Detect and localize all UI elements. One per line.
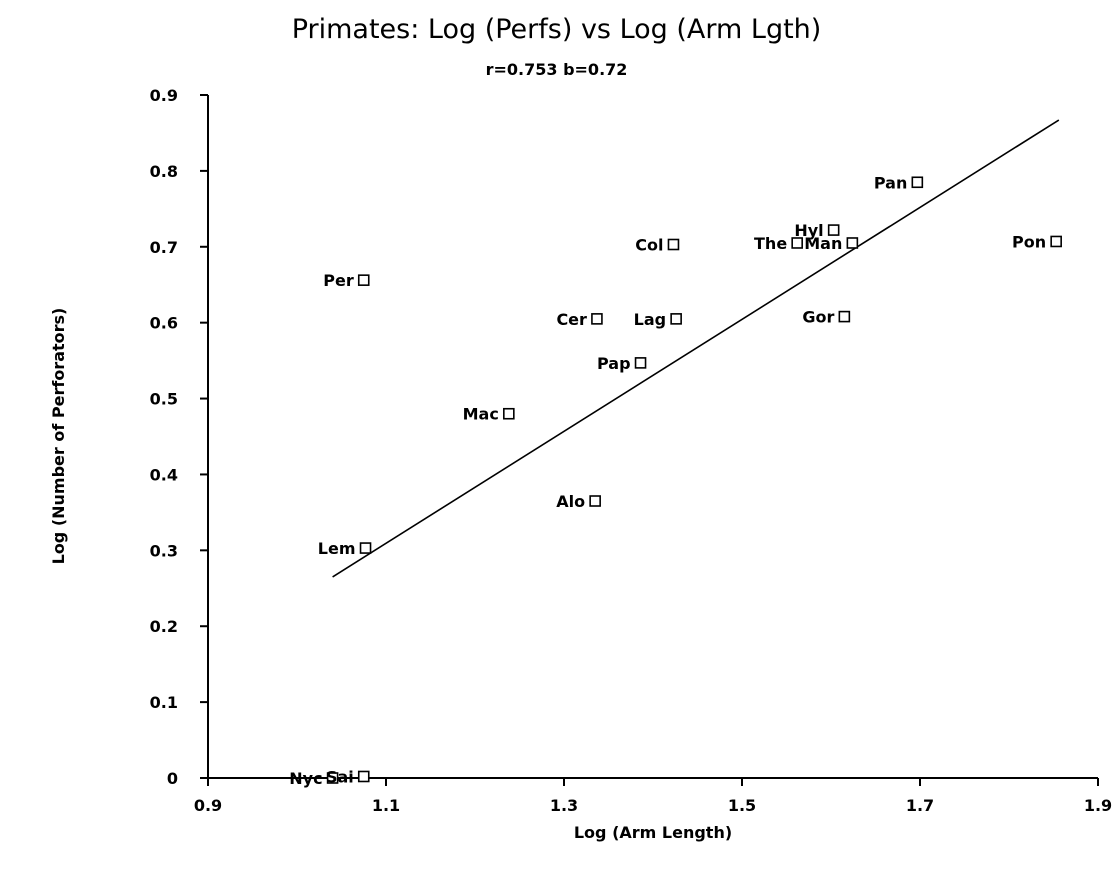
data-point-marker [326,772,339,784]
data-point-label: The [754,234,787,253]
data-point-label: Gor [802,308,834,327]
x-tick-label: 1.5 [728,796,756,815]
x-tick-label: 0.9 [194,796,222,815]
data-point-label: Lag [634,310,666,329]
data-point-marker [503,407,515,420]
data-point-marker [827,224,840,236]
data-point-marker [357,274,370,286]
y-tick-label: 0.5 [150,390,178,409]
x-tick-label: 1.9 [1084,796,1112,815]
axis-ticks: 0.9 1.1 1.3 1.5 1.7 1.9 0 0.1 0.2 0.3 0.4 0.5 0.6 0.7… [150,86,1113,815]
data-point-marker [357,770,370,783]
x-tick-label: 1.3 [550,796,578,815]
y-tick-label: 0.8 [150,162,178,181]
data-point-marker [670,313,682,325]
fit-line [332,119,1060,578]
data-point-label: Per [323,271,354,290]
data-point-marker [667,238,680,251]
data-point-marker [791,237,803,249]
data-point-label: Man [804,234,842,253]
x-tick-label: 1.7 [906,796,934,815]
y-tick-label: 0.6 [150,314,178,333]
data-point-marker [838,310,851,323]
data-point-label: Pan [874,173,907,192]
data-point-marker [911,176,924,189]
data-point-label: Nyc [289,769,322,788]
data-point-label: Col [635,236,663,255]
data-point-label: Lem [318,539,356,558]
data-point-marker [359,542,372,554]
data-point-label: Pon [1012,232,1046,251]
x-tick-label: 1.1 [372,796,400,815]
fit-line-group [332,119,1060,578]
data-point-marker [591,313,603,325]
y-tick-label: 0.7 [150,238,178,257]
y-tick-label: 0.9 [150,86,178,105]
data-point-marker [846,237,859,249]
y-tick-label: 0.3 [150,541,178,560]
data-point-label: Sai [326,767,354,786]
data-point-marker [634,357,647,369]
chart-subtitle: r=0.753 b=0.72 [485,60,628,79]
y-tick-label: 0 [167,769,178,788]
data-point-marker [1050,235,1062,248]
x-axis-label: Log (Arm Length) [574,823,732,842]
data-point-label: Cer [556,310,587,329]
data-point-label: Hyl [794,221,823,240]
y-tick-label: 0.1 [150,693,178,712]
y-tick-label: 0.4 [150,465,178,484]
data-point-label: Pap [597,354,631,373]
y-tick-label: 0.2 [150,617,178,636]
data-point-label: Alo [556,492,585,511]
chart-title: Primates: Log (Perfs) vs Log (Arm Lgth) [291,14,822,45]
data-point-label: Mac [463,405,499,424]
data-point-marker [589,495,601,507]
y-axis-label: Log (Number of Perforators) [49,308,68,565]
